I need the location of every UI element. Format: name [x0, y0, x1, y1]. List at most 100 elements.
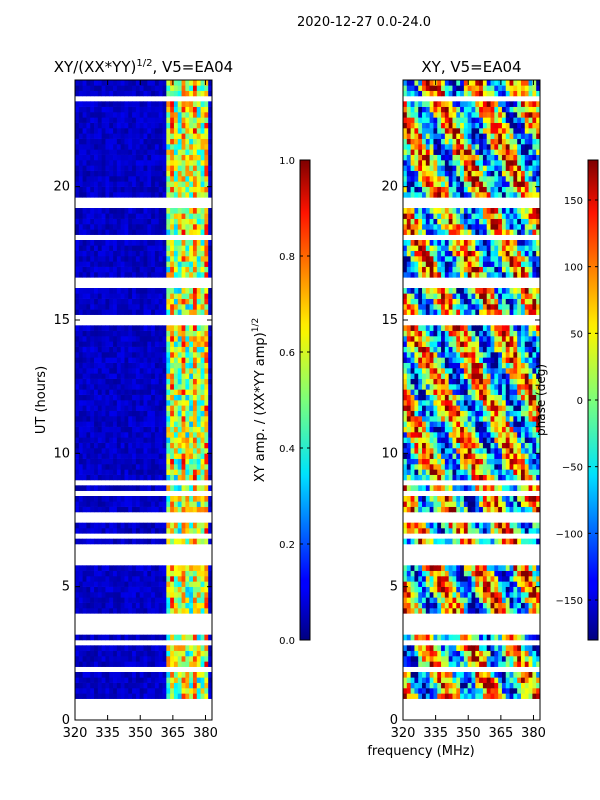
heatmap-cell [532, 661, 537, 667]
heatmap-cell [162, 352, 167, 358]
heatmap-cell [101, 170, 106, 177]
heatmap-cell [192, 128, 198, 134]
heatmap-cell [105, 192, 110, 198]
heatmap-cell [75, 432, 80, 438]
heatmap-cell [444, 650, 450, 657]
heatmap-cell [97, 682, 103, 689]
heatmap-cell [94, 357, 99, 363]
heatmap-cell [132, 213, 137, 219]
heatmap-cell [532, 592, 537, 598]
heatmap-cell [208, 522, 212, 529]
heatmap-cell [177, 693, 182, 699]
heatmap-cell [200, 437, 205, 443]
heatmap-cell [513, 597, 518, 603]
heatmap-cell [158, 106, 163, 113]
heatmap-cell [463, 672, 469, 678]
heatmap-cell [505, 437, 510, 443]
heatmap-cell [189, 336, 194, 342]
heatmap-cell [162, 378, 167, 385]
heatmap-cell [513, 570, 518, 577]
heatmap-cell [135, 448, 141, 454]
heatmap-cell [498, 656, 503, 662]
heatmap-cell [132, 218, 137, 225]
heatmap-cell [90, 138, 95, 145]
heatmap-cell [124, 496, 129, 502]
heatmap-cell [494, 570, 499, 577]
heatmap-cell [452, 384, 457, 390]
heatmap-cell [109, 501, 114, 507]
heatmap-cell [524, 693, 529, 699]
heatmap-cell [124, 421, 129, 427]
heatmap-cell [170, 128, 175, 134]
heatmap-cell [437, 693, 442, 699]
heatmap-cell [181, 138, 186, 145]
heatmap-cell [154, 400, 160, 406]
heatmap-cell [524, 437, 529, 443]
heatmap-cell [116, 309, 122, 315]
heatmap-cell [425, 453, 431, 459]
heatmap-cell [452, 661, 457, 667]
heatmap-cell [151, 192, 156, 198]
heatmap-cell [520, 405, 526, 411]
heatmap-cell [501, 661, 507, 667]
heatmap-cell [196, 693, 201, 699]
heatmap-cell [86, 389, 91, 395]
heatmap-cell [90, 240, 95, 246]
heatmap-cell [82, 581, 87, 587]
heatmap-cell [498, 394, 503, 401]
heatmap-cell [467, 389, 472, 395]
heatmap-cell [113, 112, 118, 118]
heatmap-cell [208, 688, 212, 694]
heatmap-cell [528, 421, 533, 427]
heatmap-cell [475, 672, 480, 678]
heatmap-cell [501, 448, 507, 454]
heatmap-cell [97, 112, 103, 118]
heatmap-cell [139, 117, 144, 123]
heatmap-cell [78, 80, 84, 86]
heatmap-cell [154, 170, 160, 177]
heatmap-cell [124, 378, 129, 385]
heatmap-cell [444, 661, 450, 667]
heatmap-cell [143, 432, 148, 438]
heatmap-cell [82, 362, 87, 369]
heatmap-cell [490, 677, 495, 683]
heatmap-cell [536, 421, 540, 427]
heatmap-cell [109, 432, 114, 438]
heatmap-cell [166, 538, 171, 545]
heatmap-cell [196, 160, 201, 166]
heatmap-cell [177, 378, 182, 385]
heatmap-cell [139, 138, 144, 145]
heatmap-cell [82, 261, 87, 267]
heatmap-cell [97, 80, 103, 86]
heatmap-cell [101, 426, 106, 433]
heatmap-cell [490, 602, 495, 609]
heatmap-cell [143, 336, 148, 342]
heatmap-cell [162, 506, 167, 513]
heatmap-cell [105, 218, 110, 225]
heatmap-cell [509, 400, 514, 406]
heatmap-cell [105, 501, 110, 507]
heatmap-cell [97, 165, 103, 171]
heatmap-cell [147, 154, 152, 161]
heatmap-cell [448, 442, 453, 449]
heatmap-cell [139, 90, 144, 97]
heatmap-cell [120, 80, 125, 86]
heatmap-cell [86, 474, 91, 481]
heatmap-cell [189, 133, 194, 139]
amp-ratio-colorbar-ticks: 0.00.20.40.60.81.0 [279, 156, 310, 647]
amp-ratio-title-suffix: , V5=EA04 [152, 58, 233, 76]
heatmap-cell [135, 362, 141, 369]
heatmap-cell [173, 112, 179, 118]
heatmap-cell [196, 565, 201, 571]
heatmap-cell [524, 538, 529, 545]
heatmap-cell [517, 437, 522, 443]
heatmap-cell [513, 565, 518, 571]
heatmap-cell [463, 682, 469, 689]
heatmap-cell [90, 80, 95, 86]
heatmap-cell [406, 448, 412, 454]
heatmap-cell [479, 384, 484, 390]
heatmap-cell [505, 528, 510, 534]
heatmap-cell [97, 650, 103, 657]
heatmap-cell [528, 672, 533, 678]
